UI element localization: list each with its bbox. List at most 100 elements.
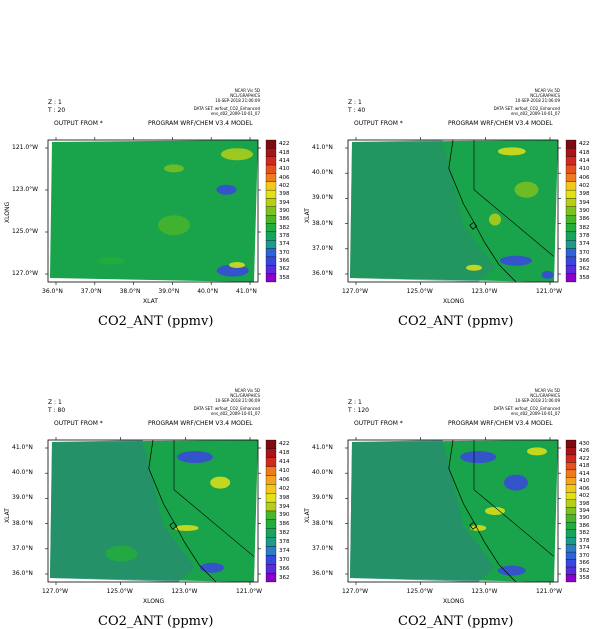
colorbar-swatch [265,189,277,199]
concentration-plume [174,525,199,532]
colorbar-swatch [265,537,277,547]
colorbar-label: 414 [279,157,290,164]
output-from: OUTPUT FROM * [54,420,103,427]
ocean-field [50,440,195,582]
colorbar-swatch [565,173,577,182]
colorbar-swatch [565,439,577,448]
z-label: Z : 1 [348,399,362,406]
colorbar-label: 394 [279,199,290,206]
colorbar-swatch [565,551,577,560]
y-tick-label: 127.0°W [12,270,39,277]
panel-t40: NCAR Vis 5D NCL/GRAPHICS 10-SEP-2018 21:06… [300,0,600,329]
t-label: T : 20 [48,107,66,114]
colorbar-swatch [565,454,577,463]
colorbar-swatch [265,181,277,191]
x-tick-label: 123.0°W [471,588,498,595]
y-tick-label: 41.0°N [312,444,333,451]
y-tick-label: 121.0°W [12,144,39,151]
concentration-plume [210,476,231,489]
x-tick-label: 121.0°W [536,288,563,295]
x-axis-title: XLONG [443,298,465,305]
colorbar-swatch [565,522,577,530]
concentration-plume [199,562,224,573]
run-line: ens_d02_2009-10-01_07 [510,411,560,416]
x-axis-title: XLONG [143,598,165,605]
output-from: OUTPUT FROM * [354,120,403,127]
colorbar-label: 398 [279,191,290,198]
panel-caption: CO2_ANT (ppmv) [398,314,514,329]
colorbar-swatch [265,466,277,476]
colorbar-label: 370 [279,556,290,563]
colorbar-swatch [565,231,577,241]
colorbar-label: 422 [279,441,290,448]
colorbar-swatch [265,173,277,182]
y-tick-label: 40.0°N [12,469,33,477]
plot-frame [347,139,559,283]
panel-caption: CO2_ANT (ppmv) [398,614,514,629]
colorbar-label: 410 [579,166,590,173]
colorbar-label: 402 [279,182,290,189]
colorbar-swatch [565,164,577,174]
colorbar-swatch [565,215,577,224]
concentration-plume [221,148,253,161]
meta-line: NCAR Vis 5D [234,388,260,393]
colorbar-label: 366 [579,560,590,567]
colorbar-swatch [265,484,277,494]
panel-t80: NCAR Vis 5D NCL/GRAPHICS 10-SEP-2018 21:06… [0,300,300,629]
colorbar-label: 382 [579,224,590,231]
colorbar-swatch [565,223,577,233]
concentration-plume [504,474,528,491]
colorbar-label: 406 [579,485,590,492]
colorbar-label: 378 [279,233,290,240]
colorbar-swatch [565,537,577,545]
colorbar-label: 362 [579,266,590,273]
colorbar-swatch [565,499,577,508]
colorbar-label: 398 [579,500,590,507]
colorbar-label: 394 [279,503,290,510]
colorbar-swatch [265,248,277,258]
colorbar-swatch [565,265,577,274]
x-axis-title: XLAT [143,298,158,305]
program-label: PROGRAM WRF/CHEM V3.4 MODEL [148,420,253,427]
colorbar-swatch [565,248,577,258]
meta-line: 10-SEP-2018 21:06:09 [215,398,260,403]
colorbar-label: 414 [579,157,590,164]
x-tick-label: 121.0°W [236,588,263,595]
plot-frame [47,439,259,583]
colorbar-swatch [265,256,277,266]
colorbar-swatch [565,240,577,249]
concentration-plume [500,255,532,266]
concentration-plume [105,545,138,562]
bay-outline [469,521,478,530]
colorbar-label: 362 [279,266,290,273]
colorbar-swatch [565,507,577,515]
colorbar-swatch [265,546,277,556]
y-tick-label: 36.0°N [12,570,33,577]
colorbar-swatch [565,544,577,553]
colorbar-label: 418 [279,149,290,156]
colorbar-label: 358 [579,274,590,281]
x-tick-label: 125.0°W [406,588,433,595]
colorbar-swatch [265,528,277,538]
concentration-plume [216,264,249,277]
colorbar-label: 414 [579,470,590,477]
colorbar-swatch [265,439,277,450]
state-border [473,140,554,257]
ocean-field [350,140,495,282]
colorbar-label: 378 [279,539,290,546]
concentration-plume [216,184,237,195]
colorbar-swatch [265,501,277,512]
colorbar-label: 410 [579,478,590,485]
colorbar-label: 378 [579,537,590,544]
meta-line: NCL/GRAPHICS [230,393,260,398]
y-tick-label: 37.0°N [312,544,333,552]
colorbar-swatch [265,555,277,565]
x-tick-label: 39.0°N [158,288,180,295]
concentration-plume [497,565,526,576]
colorbar-label: 366 [279,258,290,265]
y-tick-label: 39.0°N [312,494,333,502]
concentration-plume [497,147,526,156]
run-line: DATA SET: wrfout_CO2_Enhanced [493,406,560,411]
concentration-plume [97,256,125,265]
colorbar-swatch [265,572,277,583]
